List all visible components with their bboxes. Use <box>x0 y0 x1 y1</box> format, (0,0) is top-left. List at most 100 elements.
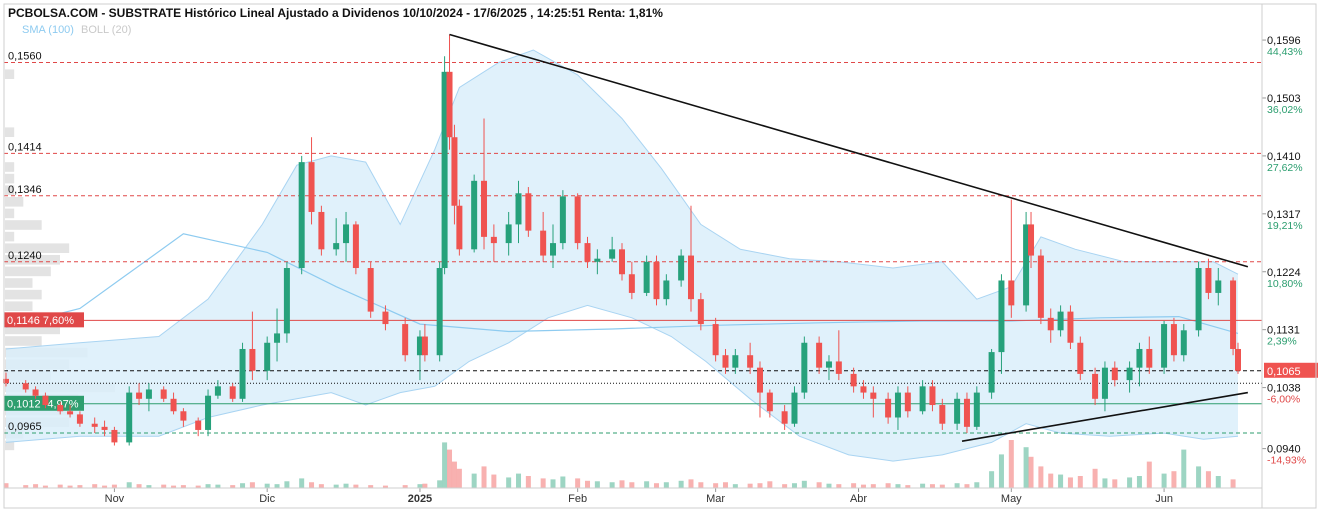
candle-body <box>628 274 635 293</box>
volume-profile-bar <box>5 220 42 230</box>
current-price-tag <box>1264 362 1318 378</box>
candle-body <box>145 389 152 399</box>
candle-body <box>402 324 409 356</box>
candle-body <box>421 336 428 356</box>
candle-body <box>559 196 566 244</box>
x-tick-label: 2025 <box>408 493 432 505</box>
volume-bar <box>870 484 876 488</box>
y-tick-percent: 36,02% <box>1267 104 1303 116</box>
volume-bar <box>905 485 911 488</box>
volume-profile-bar <box>5 197 24 207</box>
candle-body <box>885 398 892 418</box>
candle-body <box>76 414 83 424</box>
volume-bar <box>757 483 763 488</box>
resistance-tag <box>4 312 84 328</box>
candle-body <box>57 405 64 412</box>
volume-bar <box>619 480 625 488</box>
candle-body <box>1023 224 1030 306</box>
volume-bar <box>895 484 901 488</box>
volume-bar <box>525 476 531 488</box>
candle-body <box>352 224 359 269</box>
volume-bar <box>920 483 926 488</box>
x-tick-label: Dic <box>259 493 275 505</box>
volume-bar <box>851 483 857 488</box>
candle-body <box>101 426 108 430</box>
candle-body <box>1136 348 1143 368</box>
candle-body <box>919 386 926 412</box>
volume-bar <box>67 485 73 488</box>
volume-bar <box>417 484 423 488</box>
candle-body <box>540 230 547 256</box>
candle-body <box>1092 373 1099 399</box>
chart-legend: SMA (100) BOLL (20) <box>22 24 131 36</box>
y-tick-price: 0,1131 <box>1267 325 1300 337</box>
candle-body <box>939 405 946 424</box>
chart-title: PCBOLSA.COM - SUBSTRATE Histórico Lineal… <box>8 6 663 20</box>
bollinger-lower-line <box>5 304 1239 462</box>
support-trendline <box>961 391 1248 442</box>
candle-body <box>283 268 290 334</box>
candle-body <box>1205 268 1212 293</box>
volume-bar <box>402 485 408 488</box>
candle-body <box>481 180 488 237</box>
current-price-label: 0,1065 <box>1267 366 1301 378</box>
volume-bar <box>506 477 512 488</box>
candle-body <box>1180 330 1187 356</box>
legend-boll: BOLL (20) <box>81 24 131 36</box>
candle-body <box>160 389 167 399</box>
candle-body <box>1161 324 1168 368</box>
resistance-tag-label: 0,1146 7,60% <box>7 315 74 327</box>
volume-bar <box>195 485 201 488</box>
volume-profile-bar <box>5 255 60 265</box>
volume-bar <box>1048 473 1054 488</box>
candle-body <box>678 255 685 281</box>
candle-body <box>791 392 798 424</box>
y-tick-percent: -6,00% <box>1267 394 1300 406</box>
x-tick-label: May <box>1001 493 1022 505</box>
candle-body <box>451 137 458 206</box>
volume-bar <box>299 478 305 488</box>
x-tick-label: Abr <box>850 493 867 505</box>
volume-bar <box>575 478 581 488</box>
candle-body <box>835 361 842 374</box>
volume-profile-bar <box>5 301 33 311</box>
candle-body <box>333 243 340 250</box>
volume-profile-bar <box>5 266 51 277</box>
volume-bar <box>644 481 650 488</box>
volume-bar <box>451 461 457 488</box>
candle-body <box>594 258 601 262</box>
candle-body <box>904 392 911 412</box>
candle-body <box>515 193 522 225</box>
candle-body <box>229 386 236 399</box>
volume-bar <box>688 479 694 488</box>
volume-bar <box>954 483 960 488</box>
candle-body <box>973 392 980 427</box>
candle-body <box>747 355 754 368</box>
volume-bar <box>353 484 359 488</box>
candle-body <box>574 196 581 244</box>
volume-bar <box>343 483 349 488</box>
volume-bar <box>471 473 477 488</box>
candle-body <box>1126 367 1133 381</box>
volume-bar <box>1028 456 1034 488</box>
candle-body <box>205 395 212 430</box>
volume-bar <box>136 484 142 488</box>
volume-bar <box>491 474 497 488</box>
y-tick-price: 0,1224 <box>1267 267 1301 279</box>
volume-bar <box>998 454 1004 488</box>
x-tick-label: Feb <box>568 493 587 505</box>
candle-body <box>998 280 1005 353</box>
volume-profile-bar <box>5 278 33 288</box>
candle-body <box>550 243 557 256</box>
candle-body <box>663 280 670 300</box>
volume-bar <box>481 466 487 488</box>
volume-bar <box>1161 473 1167 488</box>
volume-bar <box>42 485 48 488</box>
candle-body <box>653 261 660 300</box>
y-tick-percent: -14,93% <box>1267 455 1306 467</box>
candle-body <box>1146 348 1153 368</box>
candle-body <box>609 249 616 259</box>
volume-bar <box>111 484 117 488</box>
volume-bar <box>791 483 797 488</box>
candle-body <box>367 268 374 312</box>
